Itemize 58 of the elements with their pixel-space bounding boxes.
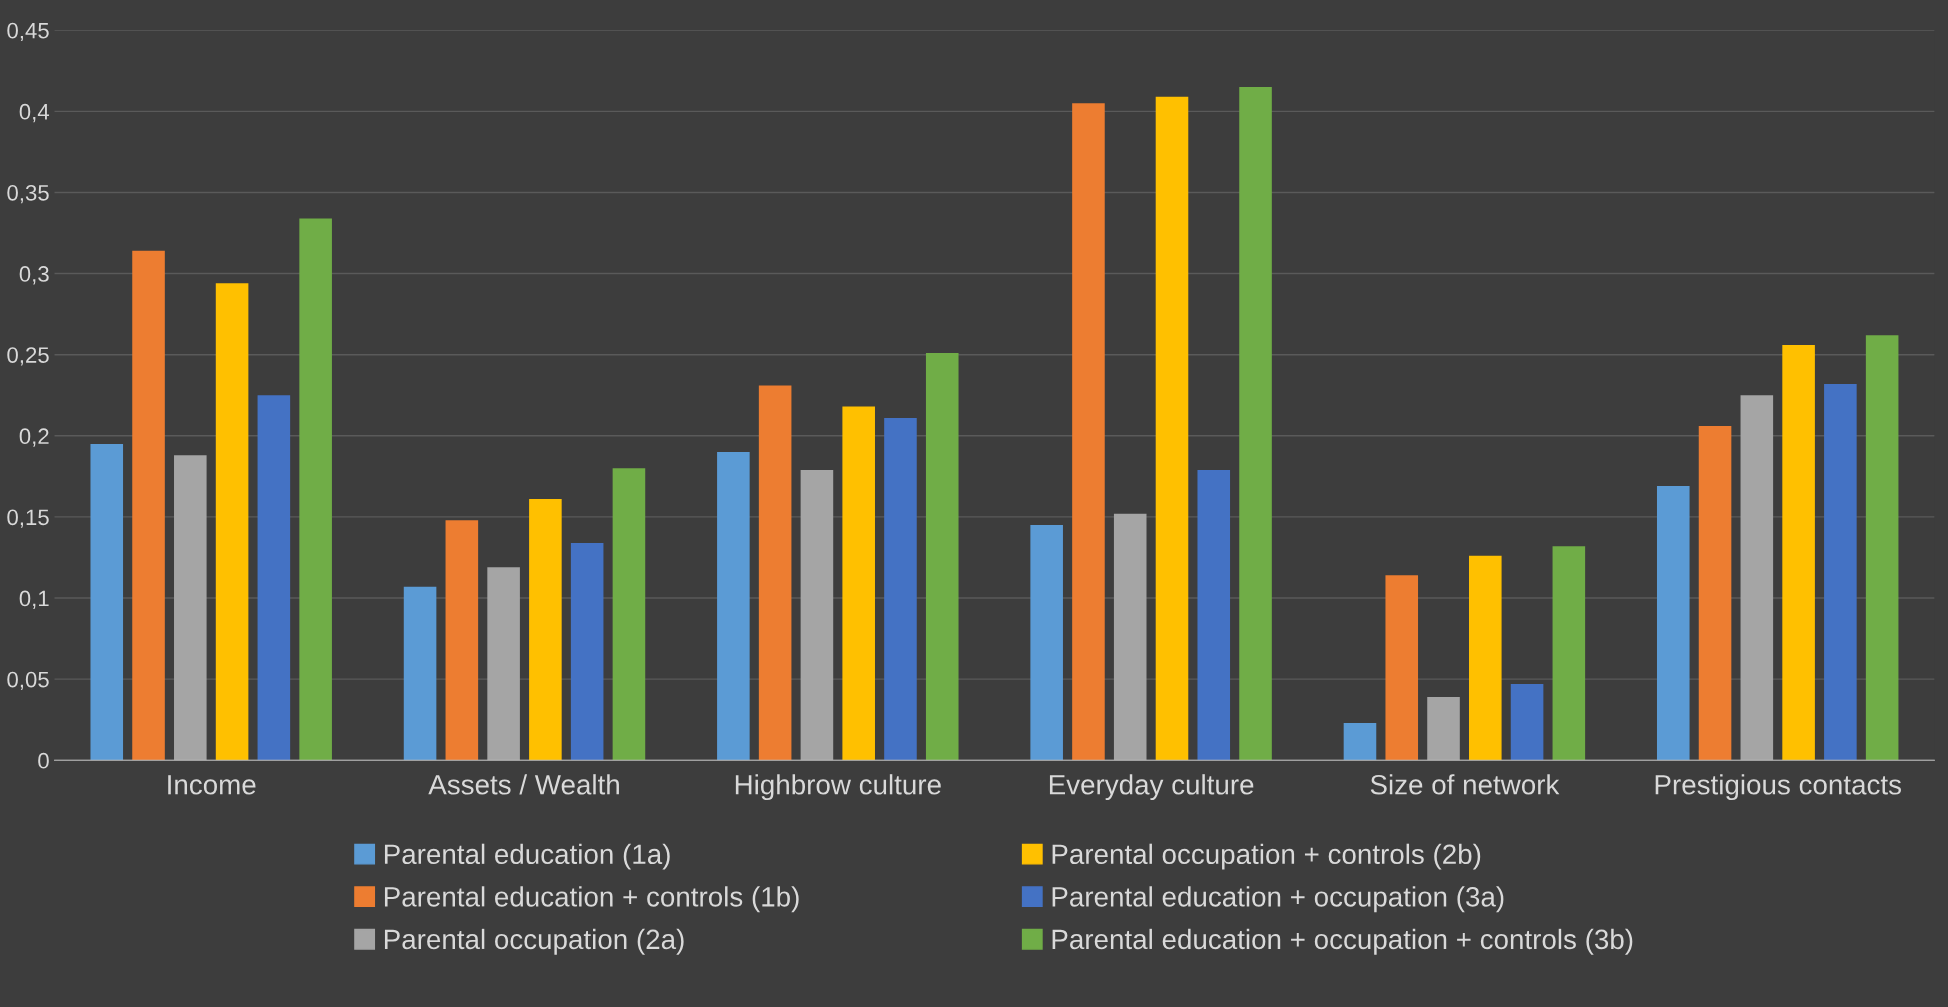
bar: [1552, 546, 1586, 761]
bar: [1740, 395, 1774, 761]
x-tick-label: Everyday culture: [1049, 774, 1254, 801]
bar: [1385, 575, 1419, 761]
bar: [717, 452, 750, 761]
y-tick-label: 0,3: [19, 266, 49, 285]
bar: [487, 567, 520, 761]
bar: [758, 385, 792, 761]
y-tick-label: 0,2: [19, 428, 49, 447]
x-tick-label: Prestigious contacts: [1655, 774, 1901, 801]
bar: [1155, 96, 1189, 761]
bar: [403, 586, 437, 761]
bar: [1782, 344, 1815, 761]
legend-label: Parental education + occupation (3a): [1052, 886, 1504, 913]
bar: [257, 395, 291, 761]
bar: [445, 520, 479, 761]
bar: [1469, 555, 1502, 761]
bar: [90, 443, 124, 761]
bar: [1865, 335, 1899, 761]
bar: [842, 406, 875, 761]
bar: [1197, 469, 1231, 761]
y-tick-label: 0,45: [7, 22, 49, 42]
legend-label: Parental occupation (2a): [384, 928, 684, 955]
legend-label: Parental occupation + controls (2b): [1052, 843, 1481, 870]
bar: [570, 542, 604, 761]
bar: [132, 250, 165, 761]
legend-label: Parental education + controls (1b): [384, 886, 799, 913]
y-tick-label: 0,25: [7, 347, 49, 366]
x-tick-label: Highbrow culture: [735, 774, 941, 801]
bar: [1427, 697, 1460, 761]
bar: [1510, 684, 1544, 761]
bar: [1824, 383, 1857, 761]
y-tick-label: 0,35: [7, 184, 49, 204]
y-tick-label: 0,4: [19, 103, 50, 123]
bar: [529, 499, 562, 761]
bar: [1698, 426, 1732, 761]
bar: [215, 283, 249, 761]
bar: [174, 455, 207, 761]
x-tick-label: Income: [168, 775, 256, 795]
bar: [884, 417, 917, 761]
legend-label: Parental education (1a): [384, 843, 670, 870]
y-tick-label: 0,15: [7, 509, 49, 528]
bar: [612, 468, 646, 761]
bar: [1113, 513, 1147, 761]
bar: [299, 218, 332, 761]
bar: [800, 469, 834, 761]
y-tick-label: 0,1: [19, 590, 49, 609]
bar: [925, 353, 959, 761]
y-tick-label: 0: [38, 752, 49, 769]
bar: [1343, 722, 1377, 761]
x-tick-label: Size of network: [1370, 774, 1560, 795]
bar: [1656, 486, 1690, 761]
legend-label: Parental education + occupation + controls (3b): [1052, 928, 1633, 955]
y-tick-label: 0,05: [7, 671, 49, 691]
bar: [1072, 103, 1105, 761]
bar: [1030, 525, 1063, 761]
bar: [1239, 86, 1272, 761]
x-tick-label: Assets / Wealth: [428, 774, 619, 795]
